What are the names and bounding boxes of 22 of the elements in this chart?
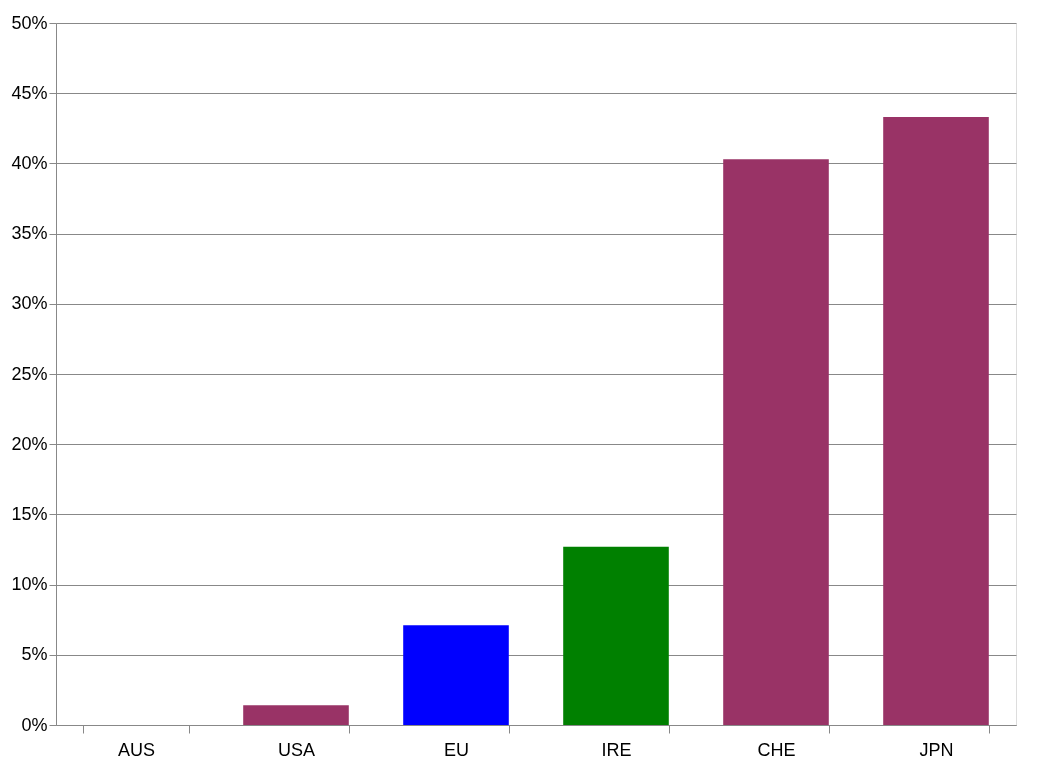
y-tick-label: 30% (11, 293, 48, 314)
y-tick-label: 50% (11, 12, 48, 33)
y-tick-label: 40% (11, 152, 48, 173)
x-tick-label: IRE (601, 739, 632, 760)
bar (563, 546, 669, 725)
y-tick-label: 35% (11, 223, 48, 244)
y-tick-label: 25% (11, 363, 48, 384)
y-tick-label: 20% (11, 433, 48, 454)
x-tick-label: JPN (919, 739, 954, 760)
x-tick-label: CHE (757, 739, 796, 760)
y-tick-label: 10% (11, 574, 48, 595)
x-tick-label: EU (443, 739, 470, 760)
y-tick-label: 45% (11, 82, 48, 103)
bar (403, 625, 509, 725)
x-tick-label: AUS (117, 739, 156, 760)
y-tick-label: 0% (21, 714, 48, 735)
bar (883, 117, 989, 725)
y-tick-label: 5% (21, 644, 48, 665)
bar (723, 159, 829, 725)
x-tick-label: USA (277, 739, 316, 760)
bar (243, 705, 349, 725)
y-tick-label: 15% (11, 503, 48, 524)
